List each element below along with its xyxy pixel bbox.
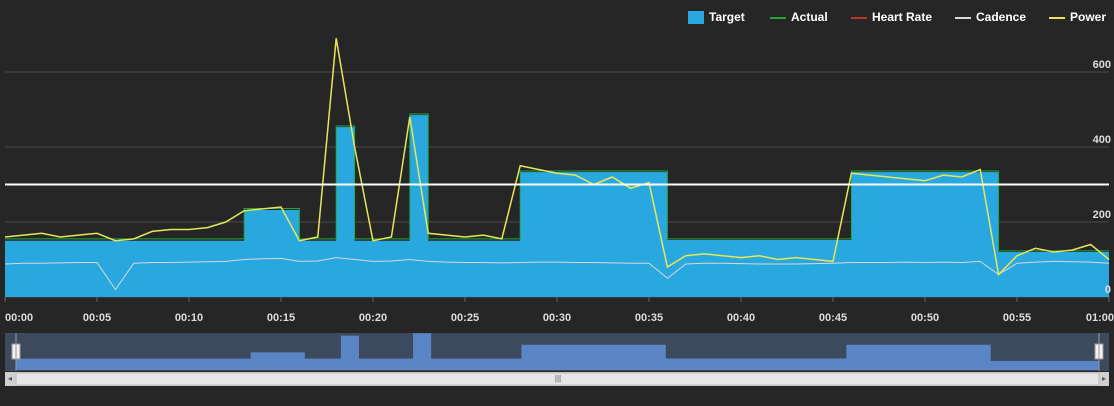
y-tick-label: 600 [1093,59,1111,71]
x-tick-label: 00:15 [267,312,295,324]
x-tick-label: 00:30 [543,312,571,324]
x-tick-label: 01:00 [1086,312,1114,324]
scroll-left[interactable]: ◂ [8,374,12,383]
y-tick-label: 400 [1093,134,1111,146]
navigator-area [16,333,1099,370]
x-tick-label: 00:35 [635,312,663,324]
legend-label: Actual [791,10,828,24]
x-tick-label: 00:40 [727,312,755,324]
legend-label: Target [709,10,745,24]
x-tick-label: 00:25 [451,312,479,324]
x-tick-label: 00:55 [1003,312,1031,324]
x-tick-label: 00:50 [911,312,939,324]
scrollbar-thumb[interactable] [15,372,1100,386]
scroll-right[interactable]: ▸ [1102,374,1106,383]
scrollbar-grip: ||| [555,374,561,383]
x-tick-label: 00:20 [359,312,387,324]
x-tick-label: 00:05 [83,312,111,324]
x-tick-label: 00:00 [5,312,33,324]
y-tick-label: 200 [1093,209,1111,221]
series-line [4,257,1110,291]
legend-label: Power [1070,10,1106,24]
series-line [5,113,1109,252]
target-area [5,115,1109,297]
x-tick-label: 00:10 [175,312,203,324]
series-layer [4,38,1110,297]
legend-symbol [688,11,704,24]
series-line [4,38,1110,277]
legend-label: Cadence [976,10,1026,24]
legend-label: Heart Rate [872,10,932,24]
y-tick-label: 0 [1105,284,1111,296]
x-tick-label: 00:45 [819,312,847,324]
